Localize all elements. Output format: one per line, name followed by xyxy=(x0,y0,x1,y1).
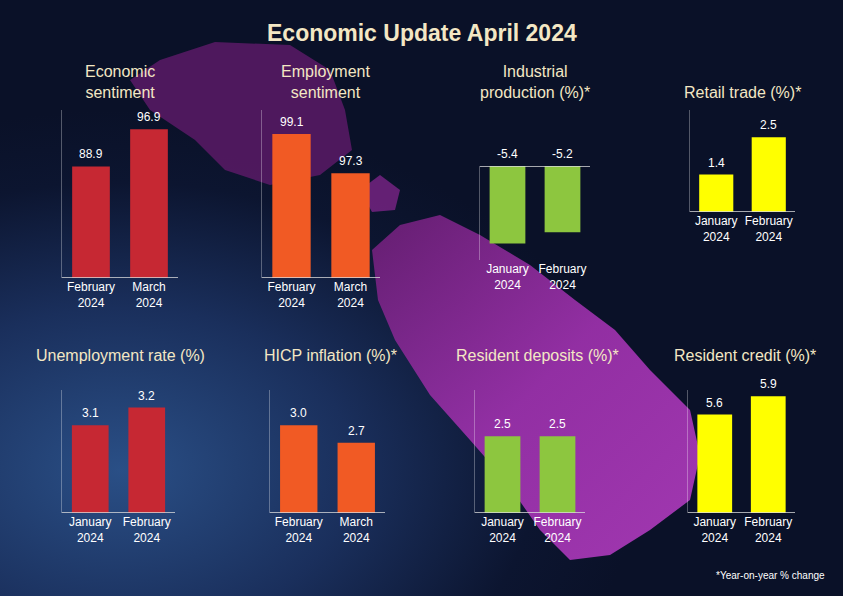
svg-text:99.1: 99.1 xyxy=(280,115,304,129)
svg-text:97.3: 97.3 xyxy=(339,154,363,168)
svg-text:Unemployment rate (%): Unemployment rate (%) xyxy=(36,347,205,364)
svg-text:March2024: March2024 xyxy=(340,515,373,545)
svg-text:5.6: 5.6 xyxy=(706,396,723,410)
svg-text:January2024: January2024 xyxy=(486,262,529,292)
svg-text:Resident credit (%)*: Resident credit (%)* xyxy=(674,347,816,364)
svg-text:1.4: 1.4 xyxy=(708,156,725,170)
svg-text:Economic Update April 2024: Economic Update April 2024 xyxy=(267,20,577,46)
svg-text:-5.4: -5.4 xyxy=(497,147,518,161)
svg-text:January2024: January2024 xyxy=(693,515,736,545)
svg-text:February2024: February2024 xyxy=(538,262,586,292)
svg-text:March2024: March2024 xyxy=(132,280,165,310)
svg-text:February2024: February2024 xyxy=(267,280,315,310)
svg-text:Employmentsentiment: Employmentsentiment xyxy=(281,63,370,101)
svg-text:February2024: February2024 xyxy=(744,515,792,545)
svg-text:January2024: January2024 xyxy=(69,515,112,545)
svg-text:3.1: 3.1 xyxy=(82,406,99,420)
svg-text:Retail trade (%)*: Retail trade (%)* xyxy=(684,84,801,101)
svg-text:February2024: February2024 xyxy=(275,515,323,545)
svg-text:Industrialproduction (%)*: Industrialproduction (%)* xyxy=(480,63,590,101)
svg-text:2.5: 2.5 xyxy=(549,417,566,431)
svg-text:March2024: March2024 xyxy=(334,280,367,310)
svg-text:January2024: January2024 xyxy=(481,515,524,545)
svg-text:2.5: 2.5 xyxy=(760,118,777,132)
svg-text:February2024: February2024 xyxy=(533,515,581,545)
svg-text:February2024: February2024 xyxy=(67,280,115,310)
svg-text:88.9: 88.9 xyxy=(79,147,103,161)
svg-text:2.5: 2.5 xyxy=(494,417,511,431)
svg-text:3.0: 3.0 xyxy=(290,406,307,420)
svg-text:-5.2: -5.2 xyxy=(552,147,573,161)
svg-text:96.9: 96.9 xyxy=(137,110,161,124)
svg-text:HICP inflation (%)*: HICP inflation (%)* xyxy=(264,347,397,364)
svg-text:3.2: 3.2 xyxy=(138,389,155,403)
svg-text:*Year-on-year % change: *Year-on-year % change xyxy=(716,570,825,581)
svg-text:2.7: 2.7 xyxy=(348,424,365,438)
svg-text:Economicsentiment: Economicsentiment xyxy=(85,63,155,101)
svg-text:February2024: February2024 xyxy=(123,515,171,545)
svg-text:January2024: January2024 xyxy=(695,214,738,244)
svg-text:February2024: February2024 xyxy=(745,214,793,244)
svg-text:5.9: 5.9 xyxy=(760,377,777,391)
svg-text:Resident deposits (%)*: Resident deposits (%)* xyxy=(456,347,619,364)
